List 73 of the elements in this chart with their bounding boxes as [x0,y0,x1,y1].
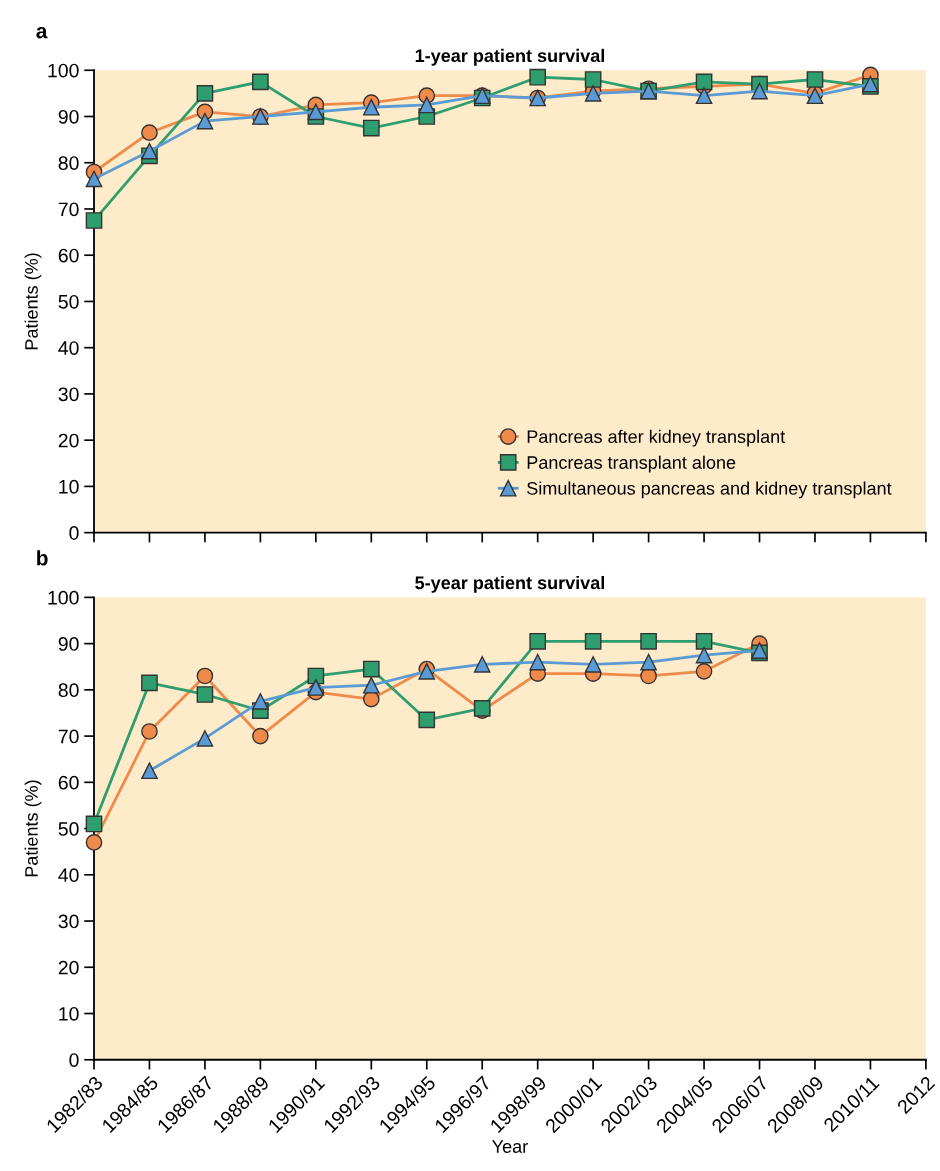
point [196,667,214,685]
legend-label: Pancreas transplant alone [527,455,736,473]
point [529,653,547,671]
point [141,762,158,780]
y-tick-label: 10 [59,1006,79,1021]
point [640,653,657,671]
point [695,87,713,105]
point [529,632,547,650]
text: b [37,550,48,566]
point [252,73,269,91]
point [695,663,713,680]
point [418,96,436,114]
point [695,632,713,650]
y-tick-label: 50 [58,294,79,309]
y-axis-title: Patients (%) [24,253,42,350]
point [751,82,768,100]
legend-label: Pancreas after kidney transplant [527,429,786,447]
y-tick-label: 0 [69,526,79,540]
point [85,212,103,229]
y-tick-label: 40 [58,868,79,883]
point [806,71,824,88]
y-tick-label: 40 [58,341,79,355]
y-tick-label: 30 [58,914,79,929]
y-tick-label: 90 [58,637,79,651]
chart-title: 1-year patient survival [415,48,605,66]
point [307,679,325,696]
point [85,170,103,188]
point [529,68,547,86]
point [640,632,657,650]
point [141,124,158,142]
y-tick-label: 60 [58,775,79,790]
point [473,656,491,673]
point [584,632,602,650]
point [85,834,103,851]
point [307,103,325,121]
y-axis-title: Patients (%) [24,780,42,877]
point [252,693,269,710]
point [418,711,436,729]
y-tick-label: 100 [48,590,79,605]
text: a [36,26,48,39]
point [141,142,158,160]
y-tick-label: 80 [58,156,79,170]
point [362,676,380,694]
point [362,98,380,116]
y-tick-label: 50 [58,822,79,836]
y-tick-label: 80 [58,683,79,698]
y-tick-label: 10 [59,479,79,494]
y-tick-label: 60 [58,248,79,263]
point [141,674,158,692]
point [85,815,103,833]
point [695,646,713,664]
y-tick-label: 70 [58,202,79,217]
point [196,686,214,703]
point [141,723,158,740]
point [196,85,214,102]
x-axis-title: Year [492,1140,528,1153]
point [362,119,380,137]
y-tick-label: 100 [48,63,79,78]
point [196,730,214,747]
chart-title: 5-year patient survival [415,575,605,593]
y-tick-label: 70 [58,729,79,744]
point [252,727,269,745]
point [584,71,602,88]
point [196,112,214,130]
point [584,656,602,673]
point [695,73,713,91]
y-tick-label: 90 [58,109,79,124]
y-tick-label: 20 [58,433,79,448]
legend-label: Simultaneous pancreas and kidney transplant [527,481,892,499]
y-tick-label: 0 [69,1053,79,1067]
point [362,660,380,678]
y-tick-label: 30 [58,387,79,402]
y-tick-label: 20 [58,960,79,975]
